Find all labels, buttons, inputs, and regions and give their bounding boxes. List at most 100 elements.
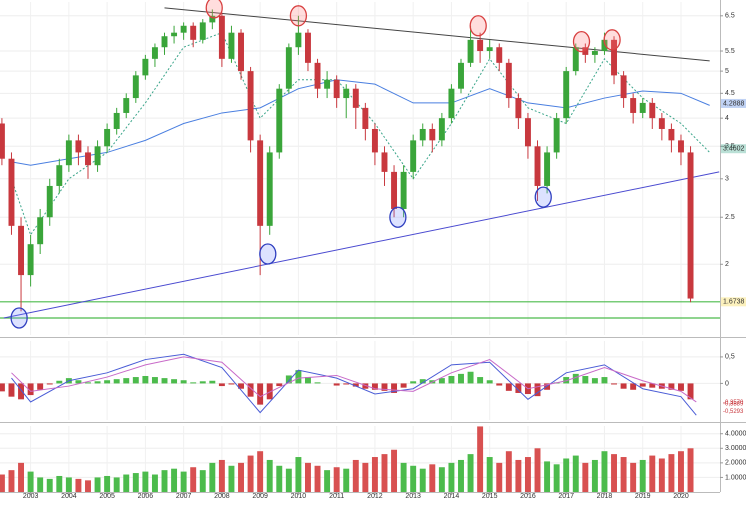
volume-bar	[620, 457, 627, 492]
histogram-bar	[218, 383, 225, 387]
candle-body	[563, 71, 570, 119]
histogram-bar	[46, 383, 53, 385]
candle-body	[668, 128, 675, 141]
volume-bar	[591, 459, 598, 492]
volume-bar	[104, 475, 111, 492]
histogram-bar	[266, 383, 273, 400]
candle-body	[132, 75, 139, 99]
circled-point	[10, 307, 28, 329]
histogram-bar	[505, 383, 512, 391]
candle-body	[113, 112, 120, 129]
line	[11, 353, 697, 416]
volume-bar	[123, 474, 130, 492]
level-label: -0,3889	[723, 402, 744, 408]
candle-body	[65, 140, 72, 166]
x-tick-label: 2010	[291, 493, 307, 500]
histogram-bar	[37, 383, 44, 390]
candle-body	[477, 39, 484, 52]
volume-bar	[151, 474, 158, 492]
y-tick-label: 3.0000M	[725, 445, 746, 452]
volume-bar	[496, 462, 503, 492]
volume-bar	[199, 470, 206, 492]
x-tick-label: 2017	[558, 493, 574, 500]
volume-bar	[639, 459, 646, 492]
candle-body	[381, 152, 388, 172]
volume-bar	[190, 467, 197, 492]
candle-body	[544, 152, 551, 186]
volume-bar	[180, 471, 187, 492]
histogram-bar	[209, 380, 216, 384]
volume-bar	[544, 461, 551, 492]
candle-body	[630, 98, 637, 113]
volume-bar	[85, 480, 91, 492]
volume-bar	[486, 457, 493, 492]
level-label: -0,5293	[723, 409, 744, 415]
level-label-bg	[721, 297, 746, 307]
histogram-bar	[343, 383, 350, 385]
volume-bar	[563, 458, 570, 492]
candle-body	[56, 165, 63, 186]
histogram-bar	[104, 380, 111, 384]
candle-body	[591, 51, 598, 55]
candle-body	[639, 102, 646, 113]
candle-body	[238, 32, 244, 72]
volume-bar	[257, 451, 264, 492]
candle-body	[37, 217, 44, 245]
y-tick-label: 5	[725, 68, 729, 75]
histogram-bar	[199, 381, 206, 384]
histogram-bar	[678, 383, 684, 391]
x-tick-label: 2018	[597, 493, 613, 500]
candle-body	[649, 102, 656, 119]
candle-body	[161, 36, 168, 48]
level-label-bg	[721, 98, 746, 108]
x-tick-label: 2015	[482, 493, 498, 500]
histogram-bar	[247, 383, 254, 397]
volume-bar	[429, 464, 436, 492]
volume-bar	[161, 470, 168, 492]
candle-body	[343, 88, 350, 99]
line	[164, 7, 710, 62]
candle-body	[314, 62, 321, 89]
volume-bar	[524, 457, 531, 492]
y-tick-label: 4	[725, 115, 729, 122]
candle-body	[171, 32, 178, 37]
volume-bar	[505, 451, 512, 492]
y-tick-label: 4.5	[725, 90, 735, 97]
candle-body	[678, 140, 684, 153]
y-tick-label: 4.0000M	[725, 431, 746, 438]
candle-body	[228, 32, 235, 59]
candle-body	[324, 79, 331, 89]
histogram-bar	[668, 383, 675, 390]
histogram-bar	[391, 383, 398, 393]
histogram-bar	[496, 383, 503, 386]
candle-body	[94, 146, 101, 166]
histogram-bar	[467, 371, 474, 384]
y-tick-label: 2	[725, 261, 729, 268]
candle-body	[371, 128, 378, 153]
y-tick-label: 1.0000M	[725, 474, 746, 481]
volume-bar	[171, 468, 178, 492]
histogram-bar	[123, 378, 130, 384]
histogram-bar	[238, 383, 244, 389]
candle-body	[218, 15, 225, 59]
x-tick-label: 2016	[520, 493, 536, 500]
level-label: 3.4602	[723, 146, 745, 153]
volume-bar	[228, 465, 235, 492]
histogram-bar	[113, 379, 120, 384]
histogram-bar	[486, 380, 493, 384]
histogram-bar	[75, 380, 82, 384]
candle-body	[276, 88, 283, 153]
candle-body	[285, 47, 292, 89]
candle-body	[8, 158, 15, 226]
circled-point	[572, 31, 591, 53]
volume-bar	[687, 448, 694, 492]
line	[3, 171, 720, 319]
x-tick-label: 2019	[635, 493, 651, 500]
volume-bar	[467, 454, 474, 492]
volume-bar	[132, 473, 139, 492]
candle-body	[534, 146, 541, 186]
candle-body	[658, 118, 665, 129]
volume-bar	[238, 462, 244, 492]
histogram-bar	[151, 377, 158, 384]
